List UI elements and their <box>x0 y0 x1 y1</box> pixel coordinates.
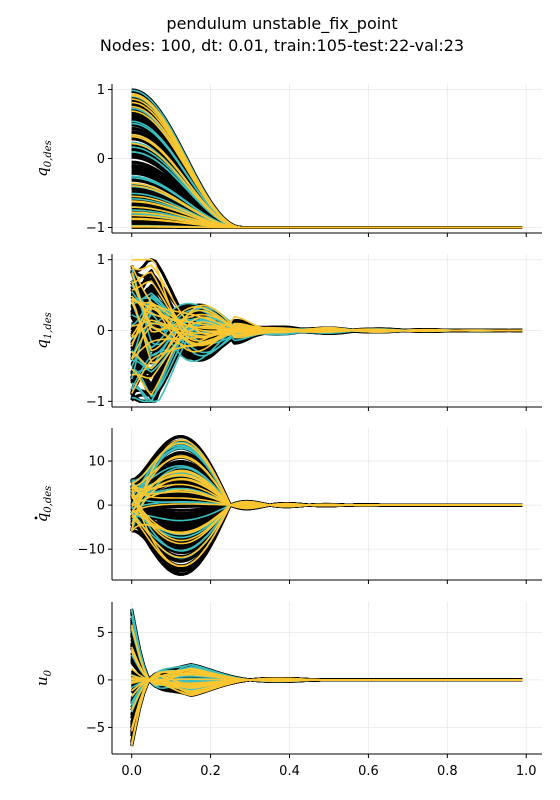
subplot-1: −1 0 1 q0,des <box>33 83 542 237</box>
y-tick-label: 0 <box>97 152 105 167</box>
val-trajectory-23 <box>131 182 523 229</box>
val-trajectory-18 <box>131 264 523 336</box>
y-tick-label: −1 <box>86 221 105 236</box>
series-val <box>130 624 523 746</box>
x-tick-label: 0.6 <box>358 764 379 779</box>
series-val <box>130 258 523 396</box>
x-tick-label: 0.4 <box>279 764 300 779</box>
val-trajectory-23 <box>130 326 523 360</box>
val-trajectory-13 <box>130 674 523 732</box>
y-axis-label: q0,des <box>33 486 54 523</box>
y-axis-label-subscript: 1,des <box>43 312 54 339</box>
subplot-3: −10 0 10 q0,des <box>33 428 542 584</box>
y-tick-label: −10 <box>78 543 105 558</box>
y-axis-label-main: q <box>33 167 51 177</box>
y-tick-label: 0 <box>97 324 105 339</box>
y-tick-label: 5 <box>97 626 105 641</box>
y-axis-label-main: q <box>33 513 51 523</box>
x-tick-label: 1.0 <box>516 764 537 779</box>
y-tick-label: −5 <box>86 721 105 736</box>
y-tick-label: 0 <box>97 499 105 514</box>
y-axis-label: q1,des <box>33 312 54 349</box>
y-axis-label-main: u <box>33 676 51 686</box>
y-axis-label: u0 <box>33 669 54 686</box>
y-axis-label-subscript: 0 <box>43 669 54 676</box>
series-val <box>131 93 523 229</box>
figure-title-line2: Nodes: 100, dt: 0.01, train:105-test:22-… <box>100 36 464 55</box>
y-tick-label: 1 <box>97 253 105 268</box>
y-tick-label: 1 <box>97 83 105 98</box>
x-tick-label: 0.8 <box>437 764 458 779</box>
val-trajectory-23 <box>131 503 523 535</box>
x-tick-label: 0.2 <box>200 764 221 779</box>
y-tick-label: 10 <box>88 455 105 470</box>
y-axis-label-subscript: 0,des <box>43 140 54 167</box>
y-tick-label: −1 <box>86 395 105 410</box>
y-axis-label-subscript: 0,des <box>43 486 54 513</box>
x-tick-label: 0.0 <box>121 764 142 779</box>
y-tick-label: 0 <box>97 673 105 688</box>
series-val <box>130 439 523 567</box>
val-trajectory-23 <box>131 678 523 687</box>
y-axis-label-dot <box>34 516 38 520</box>
figure-title-line1: pendulum unstable_fix_point <box>166 14 397 34</box>
subplot-2: −1 0 1 q1,des <box>33 253 542 411</box>
y-axis-label: q0,des <box>33 140 54 177</box>
y-axis-label-main: q <box>33 339 51 349</box>
